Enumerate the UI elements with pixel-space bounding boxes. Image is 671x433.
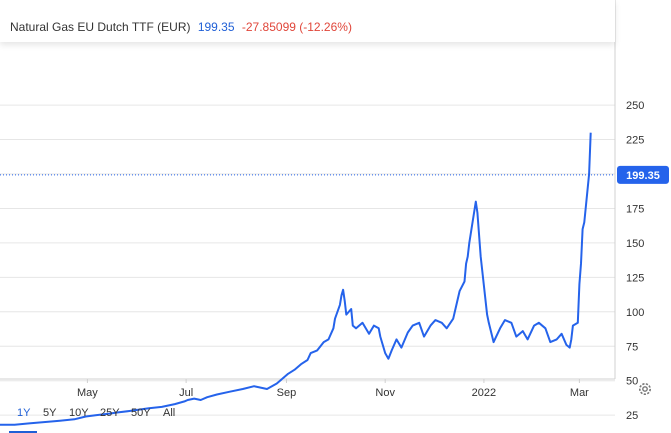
x-tick-label: Nov: [375, 387, 395, 399]
y-tick-label: 150: [626, 238, 644, 250]
axes: 255075100125150175200225250MayJulSepNov2…: [0, 0, 644, 422]
last-price: 199.35: [197, 20, 235, 34]
chart-legend: Natural Gas EU Dutch TTF (EUR) 199.35 -2…: [10, 20, 352, 34]
x-tick-label: Sep: [277, 387, 297, 399]
range-button-5y[interactable]: 5Y: [43, 407, 57, 419]
price-change: -27.85099 (-12.26%): [241, 20, 352, 34]
x-tick-label: Jul: [179, 387, 193, 399]
chart-header: Natural Gas EU Dutch TTF (EUR) 199.35 -2…: [0, 0, 615, 42]
current-price-tag: [617, 165, 669, 184]
series-layer: [0, 132, 592, 426]
y-tick-label: 50: [626, 376, 638, 388]
x-tick-label: May: [77, 387, 98, 399]
y-tick-label: 250: [626, 100, 644, 112]
y-tick-label: 225: [626, 135, 644, 147]
x-tick-label: 2022: [472, 387, 496, 399]
price-tag-layer: 199.35: [0, 165, 669, 184]
range-button-all[interactable]: All: [163, 407, 176, 419]
y-tick-label: 125: [626, 272, 644, 284]
series-line: [0, 132, 592, 426]
instrument-name: Natural Gas EU Dutch TTF (EUR): [10, 20, 191, 34]
gear-icon[interactable]: [637, 381, 653, 397]
x-tick-label: Mar: [570, 387, 589, 399]
y-tick-label: 100: [626, 307, 644, 319]
y-tick-label: 25: [626, 410, 638, 422]
range-button-50y[interactable]: 50Y: [131, 407, 151, 419]
grid-lines: [0, 104, 615, 416]
y-tick-label: 175: [626, 203, 644, 215]
range-button-10y[interactable]: 10Y: [69, 407, 89, 419]
range-button-1y[interactable]: 1Y: [9, 407, 37, 433]
range-button-25y[interactable]: 25Y: [100, 407, 120, 419]
y-tick-label: 75: [626, 341, 638, 353]
current-price-tag-label: 199.35: [626, 170, 660, 182]
